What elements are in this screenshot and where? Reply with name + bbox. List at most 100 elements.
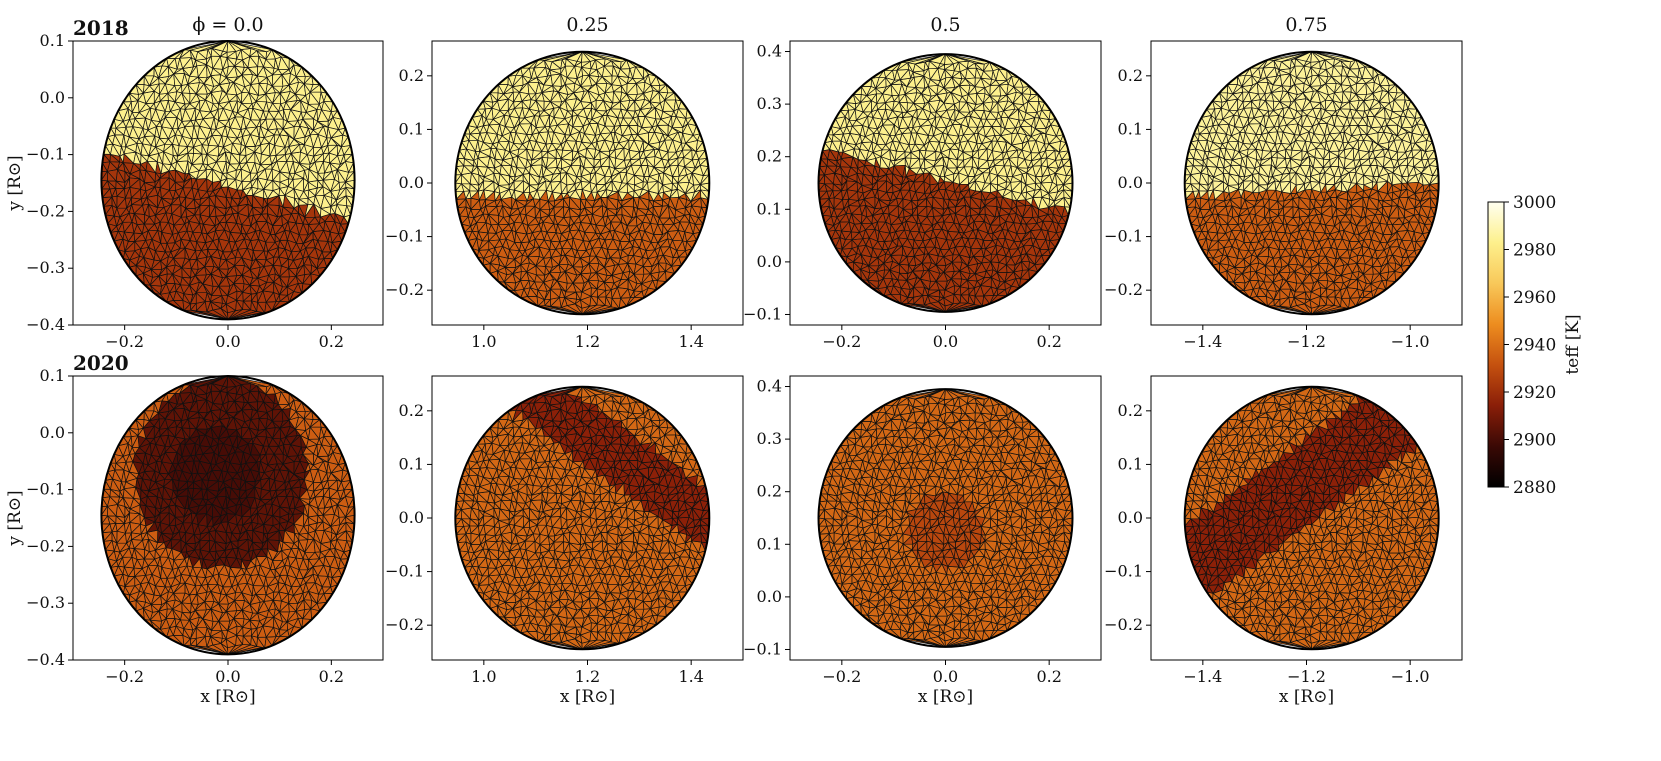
panel-2020-3: −1.4 −1.2 −1.0 0.2 0.1 0.0 −0.1 −0.2 [1104, 375, 1463, 686]
x-axis-label: x [R⊙] [200, 687, 255, 707]
y-tick-label: 0.2 [399, 66, 424, 85]
y-tick-label: 0.0 [757, 252, 782, 271]
panel-2018-3: −1.4 −1.2 −1.0 0.2 0.1 0.0 −0.1 −0.2 [1104, 40, 1463, 351]
y-tick-label: 0.0 [1118, 508, 1143, 527]
colorbar-tick-label: 2940 [1513, 336, 1556, 356]
y-tick-label: −0.2 [26, 201, 65, 220]
star-limb [817, 388, 1074, 648]
star-surface-mesh [101, 375, 355, 655]
star-limb [454, 385, 711, 651]
y-tick-label: 0.2 [399, 401, 424, 420]
star-limb [454, 50, 711, 316]
x-tick-label: −1.4 [1183, 332, 1222, 351]
row-title: 2018 [73, 16, 129, 40]
star-surface-mesh [455, 386, 710, 650]
x-tick-label: −1.2 [1287, 332, 1326, 351]
column-title: 0.5 [930, 14, 960, 36]
y-tick-label: 0.0 [757, 587, 782, 606]
x-tick-label: −0.2 [822, 667, 861, 686]
x-tick-label: −1.0 [1391, 332, 1430, 351]
x-axis-label: x [R⊙] [560, 687, 615, 707]
column-title: 0.75 [1285, 14, 1327, 36]
x-tick-label: −1.4 [1183, 667, 1222, 686]
colorbar-tick-label: 2900 [1513, 431, 1556, 451]
y-tick-label: −0.1 [385, 227, 424, 246]
panel-2020-2: −0.2 0.0 0.2 0.4 0.3 0.2 0.1 0.0 −0.1 [743, 375, 1102, 686]
y-tick-label: −0.1 [743, 304, 782, 323]
panel-2020-0: −0.2 0.0 0.2 0.1 0.0 −0.1 −0.2 −0.3 −0.4 [26, 366, 384, 686]
y-tick-label: −0.4 [26, 650, 65, 669]
colorbar-tick-label: 2880 [1513, 478, 1556, 498]
x-tick-label: −0.2 [105, 332, 144, 351]
x-tick-label: −1.0 [1391, 667, 1430, 686]
star-surface-mesh [101, 41, 355, 320]
x-tick-label: 0.2 [1036, 332, 1061, 351]
y-tick-label: −0.1 [26, 145, 65, 164]
x-tick-label: 1.2 [575, 667, 600, 686]
colorbar-tick-label: 2980 [1513, 241, 1556, 261]
star-surface-mesh [455, 51, 710, 315]
colorbar: 2880 2900 2920 2940 2960 2980 3000 teff [K] [1487, 193, 1583, 498]
x-tick-label: −1.2 [1287, 667, 1326, 686]
y-tick-label: −0.2 [1104, 280, 1143, 299]
y-tick-label: −0.2 [1104, 615, 1143, 634]
y-tick-label: 0.1 [399, 454, 424, 473]
y-tick-label: 0.1 [757, 199, 782, 218]
y-tick-label: 0.1 [1118, 454, 1143, 473]
colorbar-tick-label: 2920 [1513, 383, 1556, 403]
y-axis-label: y [R⊙] [5, 155, 25, 211]
star-surface-mesh [1184, 51, 1439, 315]
panel-2018-0: −0.2 0.0 0.2 0.1 0.0 −0.1 −0.2 −0.3 −0.4 [26, 31, 384, 351]
y-tick-label: 0.0 [399, 508, 424, 527]
y-tick-label: −0.1 [26, 480, 65, 499]
colorbar-gradient [1487, 201, 1505, 488]
row-title: 2020 [73, 351, 129, 375]
y-tick-label: 0.2 [1118, 401, 1143, 420]
y-tick-label: −0.3 [26, 258, 65, 277]
y-tick-label: 0.0 [40, 423, 65, 442]
star-limb [1183, 385, 1440, 651]
y-tick-label: 0.0 [40, 88, 65, 107]
y-tick-label: 0.4 [757, 377, 782, 396]
y-tick-label: 0.4 [757, 42, 782, 61]
y-tick-label: −0.3 [26, 593, 65, 612]
colorbar-label: teff [K] [1563, 314, 1583, 374]
star-surface-mesh [818, 54, 1073, 312]
y-tick-label: 0.1 [1118, 119, 1143, 138]
panel-2018-1: 1.0 1.2 1.4 0.2 0.1 0.0 −0.1 −0.2 [385, 40, 744, 351]
y-tick-label: −0.4 [26, 315, 65, 334]
x-tick-label: −0.2 [105, 667, 144, 686]
y-tick-label: 0.0 [1118, 173, 1143, 192]
y-tick-label: −0.2 [26, 536, 65, 555]
y-tick-label: 0.1 [40, 31, 65, 50]
panel-2020-1: 1.0 1.2 1.4 0.2 0.1 0.0 −0.1 −0.2 [385, 375, 744, 686]
x-tick-label: 0.0 [215, 667, 240, 686]
x-axis-label: x [R⊙] [918, 687, 973, 707]
y-tick-label: −0.1 [385, 562, 424, 581]
star-limb [1183, 50, 1440, 316]
y-tick-label: 0.0 [399, 173, 424, 192]
y-tick-label: 0.1 [40, 366, 65, 385]
x-axis-label: x [R⊙] [1279, 687, 1334, 707]
x-tick-label: 0.2 [319, 667, 344, 686]
colorbar-tick-label: 2960 [1513, 288, 1556, 308]
y-tick-label: −0.2 [385, 615, 424, 634]
x-tick-label: 0.2 [1036, 667, 1061, 686]
y-tick-label: −0.1 [743, 639, 782, 658]
panel-2018-2: −0.2 0.0 0.2 0.4 0.3 0.2 0.1 0.0 −0.1 [743, 40, 1102, 351]
x-tick-label: 1.0 [471, 667, 496, 686]
x-tick-label: 1.4 [678, 332, 703, 351]
column-title: 0.25 [566, 14, 608, 36]
y-tick-label: −0.1 [1104, 227, 1143, 246]
x-tick-label: 1.4 [678, 667, 703, 686]
star-surface-mesh [1184, 386, 1439, 650]
y-tick-label: −0.1 [1104, 562, 1143, 581]
y-axis-label: y [R⊙] [5, 490, 25, 546]
y-tick-label: −0.2 [385, 280, 424, 299]
star-limb [817, 53, 1074, 313]
x-tick-label: 0.2 [319, 332, 344, 351]
y-tick-label: 0.2 [757, 482, 782, 501]
y-tick-label: 0.2 [757, 147, 782, 166]
y-tick-label: 0.3 [757, 429, 782, 448]
